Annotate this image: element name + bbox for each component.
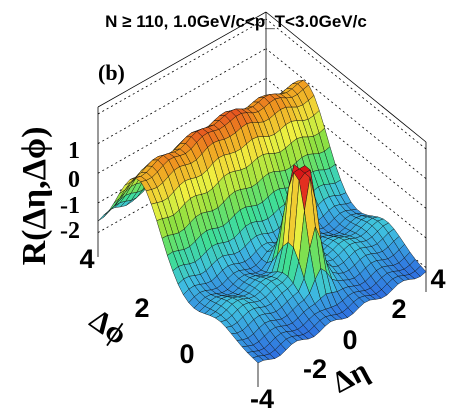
grid-line bbox=[265, 48, 427, 179]
z-tick-label: -2 bbox=[60, 218, 80, 244]
back-edge bbox=[265, 11, 427, 143]
grid-line bbox=[97, 18, 267, 115]
delta-eta-tick-label: 2 bbox=[391, 294, 406, 324]
surface-mesh bbox=[97, 79, 427, 364]
chart-title: N ≥ 110, 1.0GeV/c<p_T<3.0GeV/c bbox=[105, 12, 367, 31]
delta-phi-tick-label: 4 bbox=[79, 244, 94, 274]
delta-phi-tick-label: 0 bbox=[179, 339, 194, 369]
grid-line bbox=[97, 77, 267, 174]
z-axis-label: R(Δη,Δϕ) bbox=[16, 127, 53, 266]
back-edge bbox=[97, 11, 267, 108]
surface-cell bbox=[252, 355, 265, 364]
delta-phi-tick-labels: 02 4 bbox=[79, 244, 194, 369]
delta-eta-tick-label: 0 bbox=[342, 325, 357, 355]
delta-phi-tick-label: 2 bbox=[134, 293, 149, 323]
delta-eta-tick-label: 4 bbox=[430, 264, 445, 294]
z-tick-label: 1 bbox=[68, 138, 80, 164]
z-tick-label: -1 bbox=[60, 193, 80, 219]
grid-line bbox=[265, 18, 427, 150]
panel-label: (b) bbox=[98, 60, 125, 85]
delta-eta-tick-label: -4 bbox=[250, 384, 274, 414]
delta-eta-tick-labels: -4 -2 0 24 bbox=[250, 264, 446, 414]
delta-phi-axis-label: Δϕ bbox=[84, 303, 134, 352]
z-tick-label: 0 bbox=[68, 167, 80, 193]
delta-eta-tick-label: -2 bbox=[303, 354, 327, 384]
grid-line bbox=[97, 48, 267, 144]
delta-eta-axis-label: Δη bbox=[327, 354, 374, 400]
z-tick-labels: 1 0-1-2 bbox=[60, 138, 80, 244]
